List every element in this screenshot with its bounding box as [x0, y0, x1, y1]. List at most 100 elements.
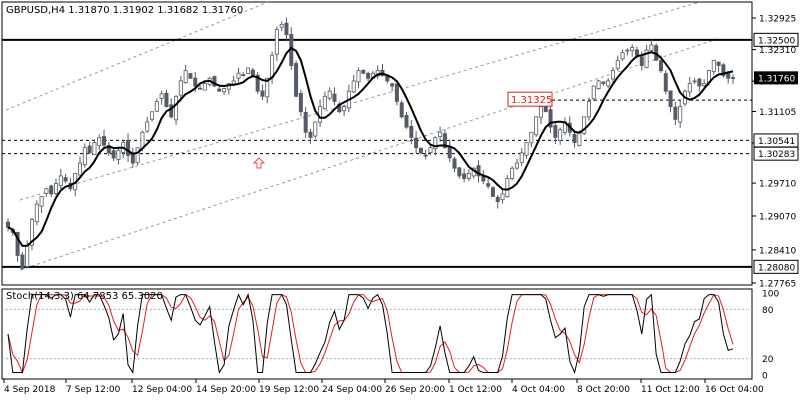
- level-tag-label-2: 1.30283: [758, 150, 795, 160]
- candle-body-122: [592, 86, 595, 99]
- x-tick-label-2: 12 Sep 04:00: [132, 385, 192, 395]
- candle-body-114: [554, 126, 557, 138]
- annotation-label: 1.31325: [511, 95, 552, 106]
- candle-body-27: [136, 148, 139, 163]
- candle-body-60: [294, 63, 297, 96]
- candle-body-20: [102, 136, 105, 145]
- candle-body-23: [117, 150, 120, 159]
- candle-body-67: [328, 91, 331, 98]
- candle-body-142: [688, 83, 691, 91]
- candle-body-7: [40, 196, 43, 206]
- candle-body-11: [59, 176, 62, 186]
- candle-body-18: [93, 143, 96, 155]
- candle-body-39: [194, 78, 197, 86]
- candle-body-130: [631, 48, 634, 51]
- stoch-tick-label-3: 0: [762, 372, 768, 382]
- chart-title: GBPUSD,H4 1.31870 1.31902 1.31682 1.3176…: [6, 5, 243, 16]
- x-tick-label-6: 26 Sep 20:00: [385, 385, 445, 395]
- candle-body-145: [703, 83, 706, 85]
- candle-body-32: [160, 94, 163, 99]
- candle-body-66: [323, 96, 326, 108]
- candle-body-124: [602, 82, 605, 84]
- candle-body-80: [391, 84, 394, 86]
- x-tick-label-4: 19 Sep 12:00: [259, 385, 319, 395]
- x-tick-label-9: 8 Oct 20:00: [577, 385, 630, 395]
- candle-body-104: [506, 178, 509, 196]
- x-tick-label-11: 16 Oct 04:00: [705, 385, 764, 395]
- candle-body-33: [165, 93, 168, 106]
- candle-body-138: [669, 91, 672, 107]
- candle-body-143: [693, 81, 696, 82]
- candle-body-151: [731, 78, 734, 79]
- candle-body-37: [184, 71, 187, 83]
- candle-body-70: [342, 107, 345, 111]
- candle-body-45: [222, 89, 225, 92]
- candle-body-22: [112, 151, 115, 158]
- candle-body-40: [198, 88, 201, 89]
- current-price-label: 1.31760: [758, 74, 795, 84]
- candle-body-16: [83, 148, 86, 165]
- x-tick-label-3: 14 Sep 20:00: [196, 385, 256, 395]
- candle-body-119: [578, 132, 581, 145]
- candle-body-125: [607, 81, 610, 86]
- candle-body-44: [218, 89, 221, 91]
- candle-body-85: [415, 138, 418, 148]
- y-tick-label-5: 1.29710: [759, 180, 796, 190]
- x-tick-label-7: 1 Oct 12:00: [449, 385, 502, 395]
- candle-body-139: [674, 107, 677, 119]
- candle-body-105: [511, 168, 514, 178]
- candle-body-75: [366, 73, 369, 78]
- candle-body-81: [395, 84, 398, 102]
- candle-body-131: [635, 50, 638, 55]
- candle-body-8: [45, 189, 48, 194]
- candle-body-41: [203, 83, 206, 89]
- candle-body-0: [6, 222, 9, 227]
- y-tick-label-3: 1.31105: [759, 108, 796, 118]
- candle-body-62: [304, 112, 307, 132]
- candle-body-150: [727, 73, 730, 78]
- candle-body-144: [698, 79, 701, 86]
- candle-body-110: [535, 117, 538, 135]
- candle-body-47: [232, 81, 235, 84]
- candle-body-36: [179, 81, 182, 95]
- candle-body-137: [664, 74, 667, 92]
- candle-body-63: [309, 132, 312, 137]
- x-tick-label-8: 4 Oct 04:00: [512, 385, 565, 395]
- candle-body-57: [280, 24, 283, 27]
- candle-body-121: [587, 101, 590, 116]
- y-tick-label-1: 1.32310: [759, 46, 796, 56]
- candle-body-90: [439, 132, 442, 136]
- candle-body-56: [275, 30, 278, 55]
- candle-body-147: [712, 60, 715, 71]
- candle-body-35: [174, 96, 177, 119]
- candle-body-50: [246, 68, 249, 73]
- candle-body-10: [54, 184, 57, 194]
- candle-body-12: [64, 178, 67, 181]
- candle-body-134: [650, 45, 653, 50]
- candle-body-115: [559, 130, 562, 141]
- candle-body-58: [285, 23, 288, 35]
- candle-body-128: [621, 53, 624, 59]
- candle-body-132: [640, 57, 643, 66]
- level-tag-label-1: 1.30541: [758, 137, 795, 147]
- candle-body-127: [616, 60, 619, 68]
- candle-body-83: [405, 115, 408, 127]
- candle-body-87: [424, 155, 427, 156]
- x-tick-label-1: 7 Sep 12:00: [66, 385, 121, 395]
- candle-body-140: [679, 107, 682, 122]
- candle-body-123: [597, 81, 600, 89]
- candle-body-88: [429, 148, 432, 153]
- x-tick-label-0: 4 Sep 2018: [4, 385, 56, 395]
- candle-body-111: [539, 107, 542, 118]
- candle-body-96: [467, 173, 470, 178]
- candle-body-129: [626, 50, 629, 51]
- candle-body-100: [487, 184, 490, 187]
- candle-body-72: [352, 81, 355, 92]
- candle-body-53: [261, 91, 264, 96]
- candle-body-107: [520, 153, 523, 163]
- x-tick-label-10: 11 Oct 12:00: [641, 385, 700, 395]
- candle-body-31: [155, 101, 158, 111]
- candle-body-29: [146, 122, 149, 131]
- candle-body-25: [126, 140, 129, 155]
